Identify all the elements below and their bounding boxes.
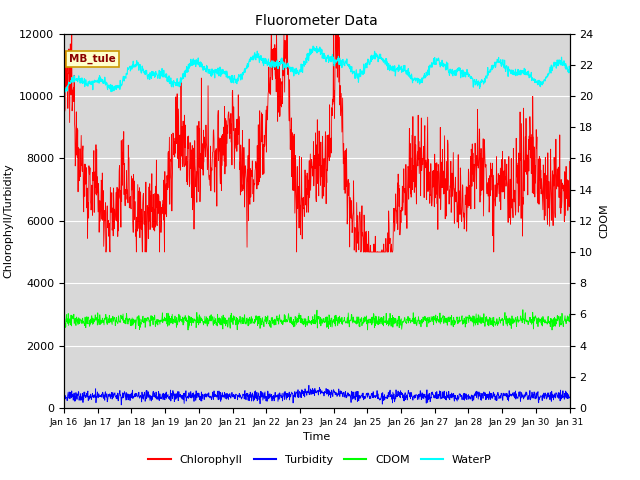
WaterP [396, 65, 403, 71]
WaterP [566, 66, 573, 72]
CDOM [519, 307, 527, 312]
CDOM [173, 324, 180, 330]
WaterP [461, 72, 469, 78]
CDOM [60, 323, 68, 328]
Turbidity [461, 391, 469, 397]
Legend: Chlorophyll, Turbidity, CDOM, WaterP: Chlorophyll, Turbidity, CDOM, WaterP [144, 451, 496, 469]
Turbidity [60, 393, 68, 399]
Turbidity [396, 394, 403, 399]
WaterP [309, 43, 317, 49]
Chlorophyll [230, 104, 237, 110]
Title: Fluorometer Data: Fluorometer Data [255, 14, 378, 28]
WaterP [60, 90, 68, 96]
Turbidity [230, 392, 237, 397]
Line: Chlorophyll: Chlorophyll [64, 34, 570, 252]
CDOM [506, 315, 514, 321]
Chlorophyll [506, 176, 514, 182]
Chlorophyll [461, 195, 469, 201]
WaterP [229, 76, 237, 82]
Line: WaterP: WaterP [64, 46, 570, 93]
Chlorophyll [102, 249, 109, 255]
CDOM [461, 324, 469, 330]
Line: Turbidity: Turbidity [64, 385, 570, 405]
WaterP [160, 72, 168, 78]
Chlorophyll [173, 91, 181, 96]
Line: CDOM: CDOM [64, 310, 570, 330]
CDOM [566, 312, 573, 317]
Text: MB_tule: MB_tule [69, 54, 116, 64]
Chlorophyll [60, 108, 68, 114]
WaterP [173, 80, 180, 85]
Turbidity [161, 392, 168, 397]
WaterP [506, 68, 514, 73]
Chlorophyll [161, 168, 169, 174]
Y-axis label: Chlorophyll/Turbidity: Chlorophyll/Turbidity [4, 163, 13, 278]
CDOM [396, 325, 403, 331]
Turbidity [506, 392, 514, 397]
Chlorophyll [396, 186, 403, 192]
CDOM [184, 327, 192, 333]
Chlorophyll [68, 31, 76, 36]
Turbidity [117, 402, 125, 408]
Turbidity [305, 383, 313, 388]
Chlorophyll [566, 158, 573, 164]
Turbidity [173, 395, 180, 401]
Turbidity [566, 394, 573, 400]
CDOM [160, 317, 168, 323]
Y-axis label: CDOM: CDOM [599, 204, 609, 238]
CDOM [230, 313, 237, 319]
X-axis label: Time: Time [303, 432, 330, 442]
